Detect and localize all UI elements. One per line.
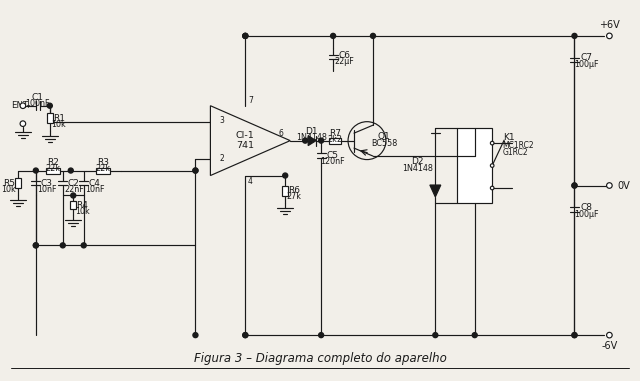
Circle shape bbox=[243, 333, 248, 338]
Text: R1: R1 bbox=[52, 114, 65, 123]
Circle shape bbox=[607, 183, 612, 188]
Text: CI-1: CI-1 bbox=[236, 131, 255, 140]
Text: 3: 3 bbox=[219, 116, 224, 125]
Text: C6: C6 bbox=[338, 51, 350, 60]
Text: C1: C1 bbox=[32, 93, 44, 102]
Circle shape bbox=[572, 183, 577, 188]
Circle shape bbox=[303, 138, 308, 143]
Text: G1RC2: G1RC2 bbox=[502, 147, 528, 157]
Circle shape bbox=[193, 333, 198, 338]
Circle shape bbox=[607, 33, 612, 39]
Circle shape bbox=[47, 103, 52, 108]
Text: 120nF: 120nF bbox=[320, 157, 344, 166]
Text: 6: 6 bbox=[279, 129, 284, 138]
Circle shape bbox=[371, 34, 376, 38]
Text: 100μF: 100μF bbox=[574, 210, 598, 219]
Text: 4: 4 bbox=[248, 177, 253, 186]
Text: R4: R4 bbox=[76, 201, 88, 210]
Bar bbox=[96, 168, 110, 173]
Text: C4: C4 bbox=[89, 179, 100, 187]
Text: 741: 741 bbox=[236, 141, 254, 150]
Circle shape bbox=[193, 168, 198, 173]
Text: ENT.: ENT. bbox=[11, 101, 30, 110]
Circle shape bbox=[490, 141, 494, 145]
Circle shape bbox=[472, 333, 477, 338]
Circle shape bbox=[71, 193, 76, 198]
Text: C7: C7 bbox=[580, 53, 593, 62]
Text: 2k2: 2k2 bbox=[328, 134, 342, 144]
Circle shape bbox=[572, 34, 577, 38]
Text: -6V: -6V bbox=[601, 341, 618, 351]
Text: 1N4148: 1N4148 bbox=[402, 164, 433, 173]
Circle shape bbox=[572, 183, 577, 188]
Text: BC558: BC558 bbox=[371, 139, 397, 147]
Circle shape bbox=[81, 243, 86, 248]
Circle shape bbox=[319, 333, 324, 338]
Circle shape bbox=[572, 333, 577, 338]
Text: Q1: Q1 bbox=[378, 132, 390, 141]
Text: C8: C8 bbox=[580, 203, 593, 212]
Circle shape bbox=[33, 243, 38, 248]
Text: R3: R3 bbox=[97, 158, 109, 167]
Circle shape bbox=[490, 186, 494, 190]
Bar bbox=[70, 202, 76, 210]
Text: R6: R6 bbox=[288, 186, 300, 195]
Text: R2: R2 bbox=[47, 158, 60, 167]
Text: 10k: 10k bbox=[75, 207, 90, 216]
Circle shape bbox=[243, 34, 248, 38]
Polygon shape bbox=[308, 136, 316, 146]
Circle shape bbox=[33, 243, 38, 248]
Text: 10k: 10k bbox=[1, 184, 16, 194]
Text: C5: C5 bbox=[326, 151, 338, 160]
Text: C2: C2 bbox=[68, 179, 80, 187]
Circle shape bbox=[331, 34, 335, 38]
Text: 7: 7 bbox=[248, 96, 253, 105]
Text: R7: R7 bbox=[329, 129, 341, 138]
Text: 10nF: 10nF bbox=[37, 184, 56, 194]
Text: D2: D2 bbox=[411, 157, 424, 166]
Circle shape bbox=[60, 243, 65, 248]
Text: 100μF: 100μF bbox=[574, 60, 598, 69]
Circle shape bbox=[319, 138, 324, 143]
Bar bbox=[330, 138, 340, 144]
Text: +6V: +6V bbox=[599, 20, 620, 30]
Text: 1N4148: 1N4148 bbox=[296, 133, 327, 142]
Circle shape bbox=[20, 121, 26, 126]
Circle shape bbox=[20, 103, 26, 109]
Text: 10k: 10k bbox=[51, 120, 66, 129]
Text: 22μF: 22μF bbox=[334, 57, 354, 66]
Text: MC1RC2: MC1RC2 bbox=[502, 141, 534, 150]
Circle shape bbox=[490, 164, 494, 167]
Text: 0V: 0V bbox=[618, 181, 630, 190]
Text: 22k: 22k bbox=[46, 164, 61, 173]
Text: K1: K1 bbox=[502, 133, 515, 142]
Circle shape bbox=[243, 34, 248, 38]
Bar bbox=[46, 168, 60, 173]
Circle shape bbox=[33, 168, 38, 173]
Circle shape bbox=[193, 168, 198, 173]
Bar bbox=[15, 178, 21, 188]
Text: Figura 3 – Diagrama completo do aparelho: Figura 3 – Diagrama completo do aparelho bbox=[194, 352, 447, 365]
Circle shape bbox=[433, 333, 438, 338]
Polygon shape bbox=[430, 185, 441, 197]
Circle shape bbox=[68, 168, 73, 173]
Bar bbox=[47, 113, 53, 123]
Circle shape bbox=[283, 173, 288, 178]
Text: 2: 2 bbox=[219, 154, 224, 163]
Bar bbox=[282, 186, 288, 196]
Text: 22nF: 22nF bbox=[64, 184, 84, 194]
Text: 100nF: 100nF bbox=[26, 99, 50, 108]
Text: R5: R5 bbox=[3, 179, 15, 187]
Circle shape bbox=[607, 332, 612, 338]
Text: 27k: 27k bbox=[287, 192, 301, 202]
Circle shape bbox=[243, 34, 248, 38]
Text: 10nF: 10nF bbox=[85, 184, 104, 194]
Bar bbox=[457, 128, 492, 203]
Circle shape bbox=[572, 333, 577, 338]
Text: 22k: 22k bbox=[95, 164, 111, 173]
Text: D1: D1 bbox=[305, 127, 318, 136]
Text: C3: C3 bbox=[41, 179, 53, 187]
Circle shape bbox=[243, 333, 248, 338]
